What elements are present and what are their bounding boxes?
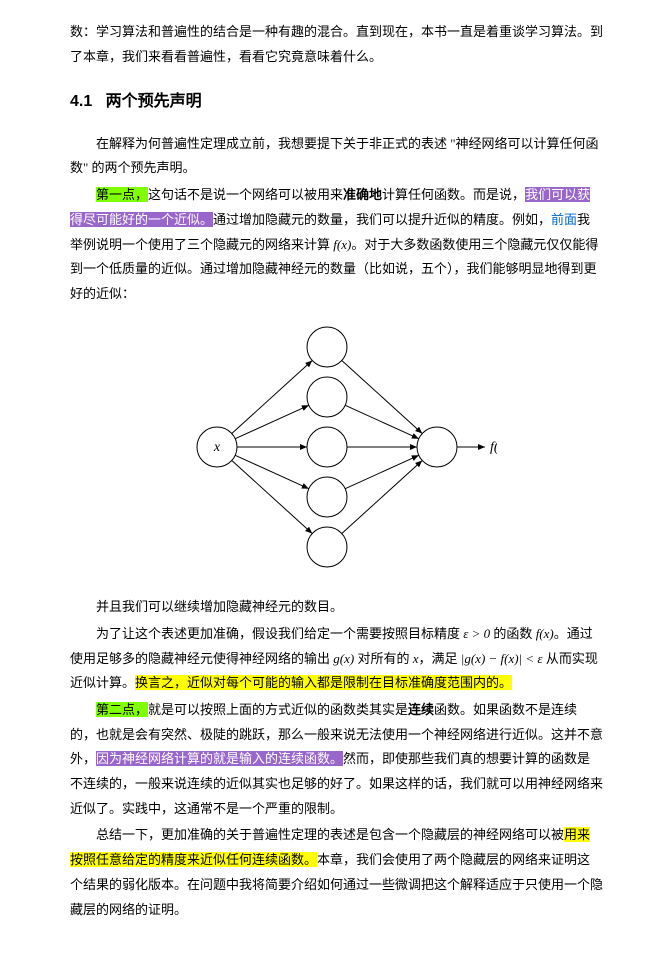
p3-text-b: 这句话不是说一个网络可以被用来 (148, 187, 343, 202)
p6-text-b: 就是可以按照上面的方式近似的函数类其实是 (148, 702, 408, 717)
math-eps: ε > 0 (463, 626, 490, 641)
second-point-label: 第二点， (96, 702, 148, 717)
math-fx-1: f(x) (333, 237, 351, 252)
p6-bold-continuous: 连续 (408, 702, 434, 717)
math-gx: g(x) (333, 651, 354, 666)
first-point-label: 第一点， (96, 187, 148, 202)
paragraph-4: 并且我们可以继续增加隐藏神经元的数目。 (70, 595, 603, 620)
paragraph-3: 第一点，这句话不是说一个网络可以被用来准确地计算任何函数。而是说，我们可以获得尽… (70, 183, 603, 306)
section-title-text: 两个预先声明 (106, 93, 202, 110)
p7-text-a: 总结一下，更加准确的关于普遍性定理的表述是包含一个隐藏层的神经网络可以被 (96, 827, 564, 842)
neural-network-diagram: f(x) x (70, 317, 603, 586)
paragraph-5: 为了让这个表述更加准确，假设我们给定一个需要按照目标精度 ε > 0 的函数 f… (70, 622, 603, 696)
paragraph-6: 第二点，就是可以按照上面的方式近似的函数类其实是连续函数。如果函数不是连续的，也… (70, 698, 603, 821)
paragraph-7: 总结一下，更加准确的关于普遍性定理的表述是包含一个隐藏层的神经网络可以被用来按照… (70, 823, 603, 922)
svg-text:f(x): f(x) (490, 440, 497, 455)
p5-highlight: 换言之，近似对每个可能的输入都是限制在目标准确度范围内的。 (135, 675, 512, 690)
section-number: 4.1 (70, 93, 92, 110)
p5-text-d: 对所有的 (354, 651, 413, 666)
link-previous[interactable]: 前面 (551, 212, 577, 227)
math-ineq: |g(x) − f(x)| < ε (461, 651, 543, 666)
p3-text-f: 通过增加隐藏元的数量，我们可以提升近似的精度。例如， (213, 212, 551, 227)
p3-bold-exact: 准确地 (343, 187, 382, 202)
p5-text-a: 为了让这个表述更加准确，假设我们给定一个需要按照目标精度 (96, 626, 463, 641)
p5-text-e: ，满足 (419, 651, 461, 666)
p3-text-d: 计算任何函数。而是说， (382, 187, 525, 202)
math-fx-2: f(x) (536, 626, 554, 641)
section-heading: 4.1 两个预先声明 (70, 87, 603, 117)
paragraph-2: 在解释为何普遍性定理成立前，我想要提下关于非正式的表述 "神经网络可以计算任何函… (70, 132, 603, 181)
intro-paragraph: 数：学习算法和普遍性的结合是一种有趣的混合。直到现在，本书一直是着重谈学习算法。… (70, 20, 603, 69)
nn-svg: f(x) x (177, 317, 497, 577)
p6-highlight-continuous: 因为神经网络计算的就是输入的连续函数。 (96, 751, 343, 766)
svg-text:x: x (212, 440, 220, 455)
p5-text-b: 的函数 (490, 626, 536, 641)
